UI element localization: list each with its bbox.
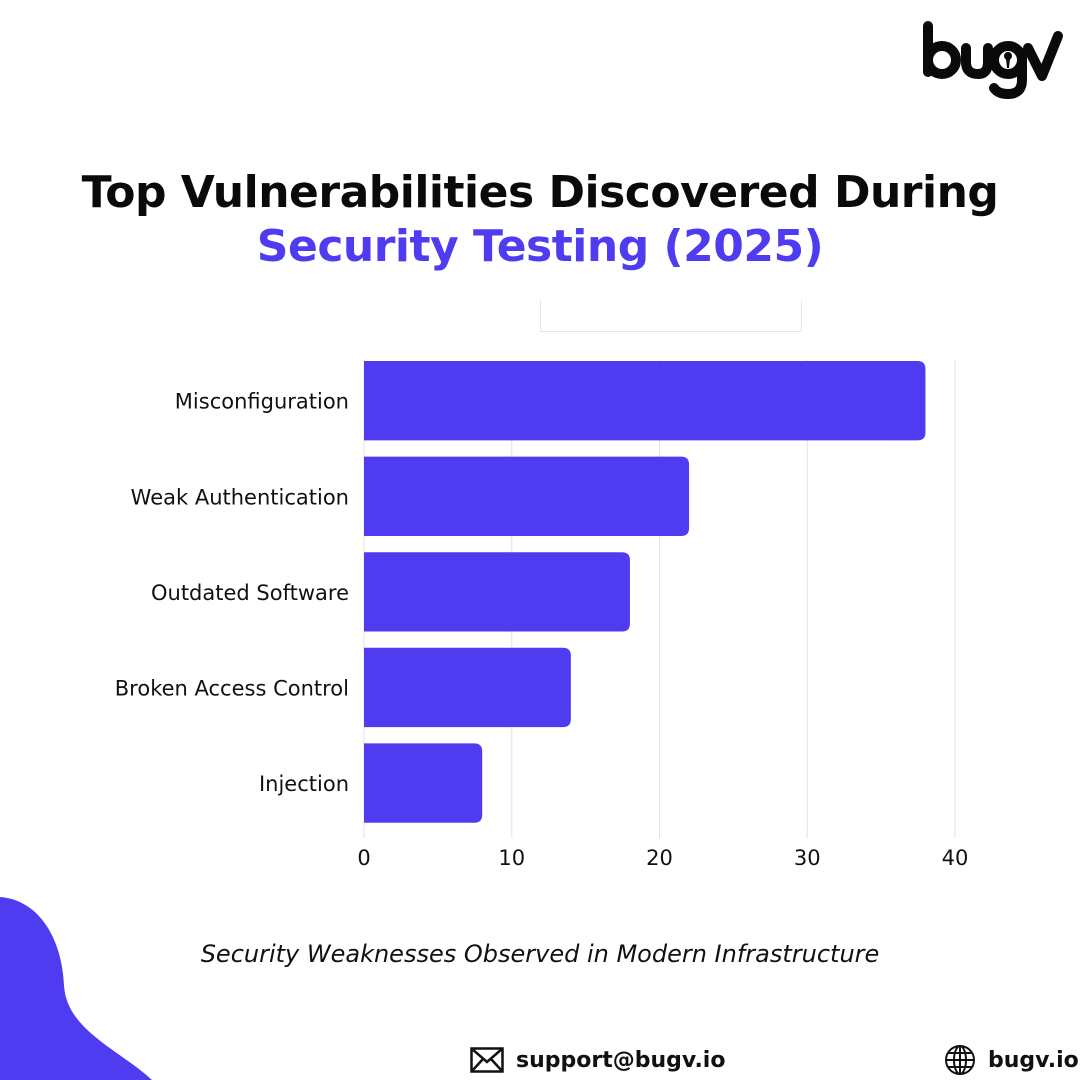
mail-icon — [470, 1047, 504, 1073]
bar — [364, 552, 630, 632]
category-label: Weak Authentication — [131, 485, 349, 509]
footer-email-text: support@bugv.io — [516, 1047, 726, 1073]
category-label: Injection — [259, 772, 349, 796]
chart-title: Top Vulnerabilities Discovered During Se… — [0, 166, 1080, 274]
category-label: Broken Access Control — [115, 676, 349, 700]
title-line-1: Top Vulnerabilities Discovered During — [81, 167, 999, 218]
bar — [364, 456, 690, 536]
x-tick-label: 10 — [498, 846, 525, 870]
bar — [364, 361, 926, 441]
x-tick-label: 30 — [794, 846, 821, 870]
globe-icon — [945, 1045, 975, 1075]
x-tick-label: 20 — [646, 846, 673, 870]
x-tick-label: 0 — [357, 846, 370, 870]
footer-website[interactable]: bugv.io — [944, 1040, 1079, 1080]
bugv-logo — [923, 21, 1063, 99]
chart-subtitle: Security Weaknesses Observed in Modern I… — [200, 940, 880, 968]
category-label: Misconfiguration — [175, 390, 349, 414]
x-tick-label: 40 — [942, 846, 969, 870]
bar — [364, 647, 571, 728]
legend-box — [540, 300, 802, 332]
bar — [364, 743, 483, 823]
category-label: Outdated Software — [151, 581, 349, 605]
title-line-2: Security Testing (2025) — [256, 221, 824, 272]
footer-email[interactable]: support@bugv.io — [470, 1040, 725, 1080]
footer-website-text: bugv.io — [988, 1047, 1079, 1073]
